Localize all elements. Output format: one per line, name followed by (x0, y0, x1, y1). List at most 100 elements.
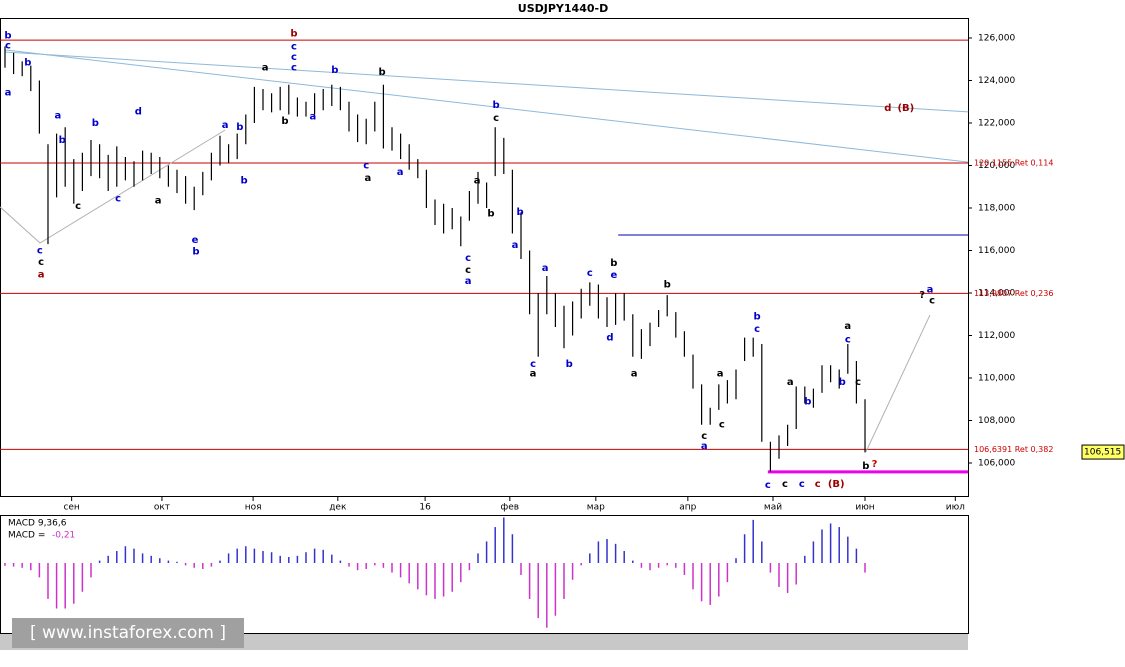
wave-label: b (24, 57, 31, 68)
wave-label: c (701, 431, 707, 442)
macd-current: -0,21 (52, 531, 75, 541)
y-tick-label: 110,000 (978, 373, 1015, 383)
wave-label: b (862, 461, 869, 472)
trend-line (4, 49, 969, 163)
wave-label: a (927, 284, 934, 295)
wave-label: b (664, 279, 671, 290)
wave-label: (B) (897, 103, 914, 114)
wave-label: a (787, 377, 794, 388)
watermark-box (12, 618, 244, 648)
x-tick-label: ноя (245, 503, 262, 513)
y-tick-label: 122,000 (978, 118, 1015, 128)
wave-label: c (929, 295, 935, 306)
wave-label: c (754, 324, 760, 335)
wave-label: a (717, 369, 724, 380)
wave-label: b (290, 29, 297, 40)
x-tick-label: окт (154, 503, 170, 513)
macd-indicator-label: MACD = (8, 531, 45, 541)
x-tick-label: сен (63, 503, 79, 513)
wave-label: a (310, 112, 317, 123)
y-tick-label: 118,000 (978, 203, 1015, 213)
wave-label: c (38, 257, 44, 268)
wave-label: a (397, 167, 404, 178)
wave-label: b (517, 207, 524, 218)
wave-label: a (222, 120, 229, 131)
wave-label: a (474, 175, 481, 186)
wave-label: a (542, 263, 549, 274)
wave-label: d (135, 106, 142, 117)
y-tick-label: 126,000 (978, 33, 1015, 43)
x-tick-label: апр (679, 503, 696, 513)
x-tick-label: дек (329, 503, 347, 513)
x-tick-label: июн (855, 503, 874, 513)
trend-line (4, 51, 969, 113)
last-price-label: 106,515 (1084, 448, 1121, 458)
wave-label: c (291, 52, 297, 63)
wave-label: c (465, 265, 471, 276)
macd-title: MACD 9,36,6 (8, 519, 67, 529)
wave-label: a (512, 240, 519, 251)
wave-label: a (55, 110, 62, 121)
wave-label: b (492, 100, 499, 111)
wave-label: b (281, 116, 288, 127)
wave-label: a (530, 369, 537, 380)
wave-label: b (192, 247, 199, 258)
wave-label: c (855, 377, 861, 388)
wave-label: a (465, 276, 472, 287)
wave-label: a (155, 196, 162, 207)
wave-label: c (363, 160, 369, 171)
wave-label: d (606, 333, 613, 344)
wave-label: c (765, 480, 771, 491)
wave-label: b (59, 135, 66, 146)
wave-label: b (240, 175, 247, 186)
wave-label: c (799, 479, 805, 490)
last-price-box (1081, 444, 1125, 460)
wave-label: c (75, 201, 81, 212)
x-tick-label: мар (587, 503, 605, 513)
wave-label: b (236, 122, 243, 133)
x-tick-label: май (764, 503, 782, 513)
wave-label: (B) (828, 479, 845, 490)
wave-label: c (782, 479, 788, 490)
wave-label: c (37, 245, 43, 256)
wave-label: b (487, 208, 494, 219)
wave-label: c (530, 359, 536, 370)
x-tick-label: 16 (419, 503, 431, 513)
y-tick-label: 108,000 (978, 416, 1015, 426)
level-label: 120,1155 Ret 0,114 (974, 159, 1053, 168)
wave-label: a (38, 270, 45, 281)
wave-label: c (719, 420, 725, 431)
wave-label: a (631, 369, 638, 380)
wave-label: c (115, 193, 121, 204)
wave-label: ? (872, 459, 878, 470)
wave-label: b (804, 396, 811, 407)
wave-label: c (291, 41, 297, 52)
wave-label: c (291, 63, 297, 74)
level-label: 106,6391 Ret 0,382 (974, 445, 1053, 454)
wave-label: a (844, 321, 851, 332)
wave-label: b (379, 67, 386, 78)
wave-label: a (5, 87, 12, 98)
wave-label: e (610, 270, 617, 281)
wave-label: b (4, 30, 11, 41)
y-tick-label: 120,000 (978, 161, 1015, 171)
wave-label: c (845, 335, 851, 346)
wave-label: a (262, 63, 269, 74)
x-tick-label: июл (946, 503, 965, 513)
y-tick-label: 124,000 (978, 76, 1015, 86)
chart-title: USDJPY1440-D (518, 2, 608, 15)
wave-label: b (753, 311, 760, 322)
wave-label: b (839, 377, 846, 388)
wave-label: a (701, 441, 708, 452)
wave-label: c (493, 113, 499, 124)
wave-label: c (5, 40, 11, 51)
watermark: [ www.instaforex.com ] (30, 623, 226, 643)
y-tick-label: 106,000 (978, 458, 1015, 468)
wave-label: b (92, 118, 99, 129)
x-tick-label: фев (501, 503, 520, 513)
wave-label: b (566, 359, 573, 370)
wave-label: b (331, 65, 338, 76)
level-label: 113,9807 Ret 0,236 (974, 289, 1053, 298)
